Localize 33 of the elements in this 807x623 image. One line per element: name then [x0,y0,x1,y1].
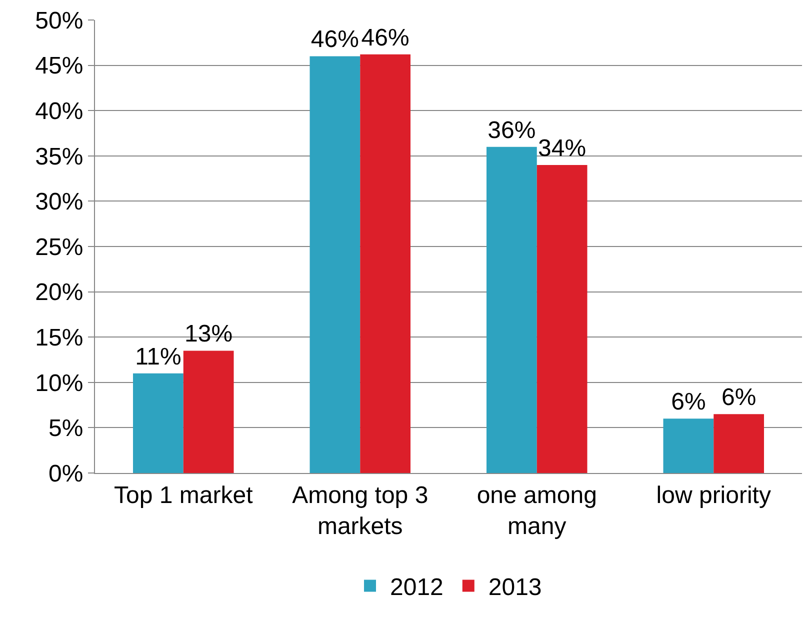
y-tick-label: 5% [48,415,84,442]
y-tick-label: 25% [35,234,84,261]
y-tick-label: 20% [35,279,84,306]
bar [360,54,410,473]
y-tick-label: 45% [35,52,84,80]
data-label: 46% [310,26,359,54]
bar [310,56,360,473]
legend-label: 2013 [488,574,542,602]
bar [183,350,234,473]
data-label: 13% [184,320,233,348]
x-tick-label: low priority [656,482,771,509]
y-tick-label: 15% [35,324,84,352]
data-label: 46% [361,24,410,52]
data-label: 11% [135,343,182,370]
bar [714,414,764,473]
data-label: 6% [721,384,756,412]
x-tick-label: one among many [476,482,597,540]
y-tick-label: 10% [35,370,84,397]
data-label: 34% [538,134,586,162]
y-tick-label: 50% [35,7,84,34]
bar [486,146,537,473]
data-label: 6% [671,388,706,416]
y-tick-label: 35% [35,143,84,170]
data-label: 36% [488,116,536,144]
bar [536,164,588,473]
x-tick-label: Top 1 market [114,482,254,509]
y-tick-label: 40% [35,98,84,125]
bar [663,418,714,473]
x-tick-label: Among top 3 markets [292,482,428,540]
y-tick-label: 30% [35,188,84,216]
bar [133,373,184,473]
legend-label: 2012 [390,574,444,602]
y-tick-label: 0% [48,460,84,488]
